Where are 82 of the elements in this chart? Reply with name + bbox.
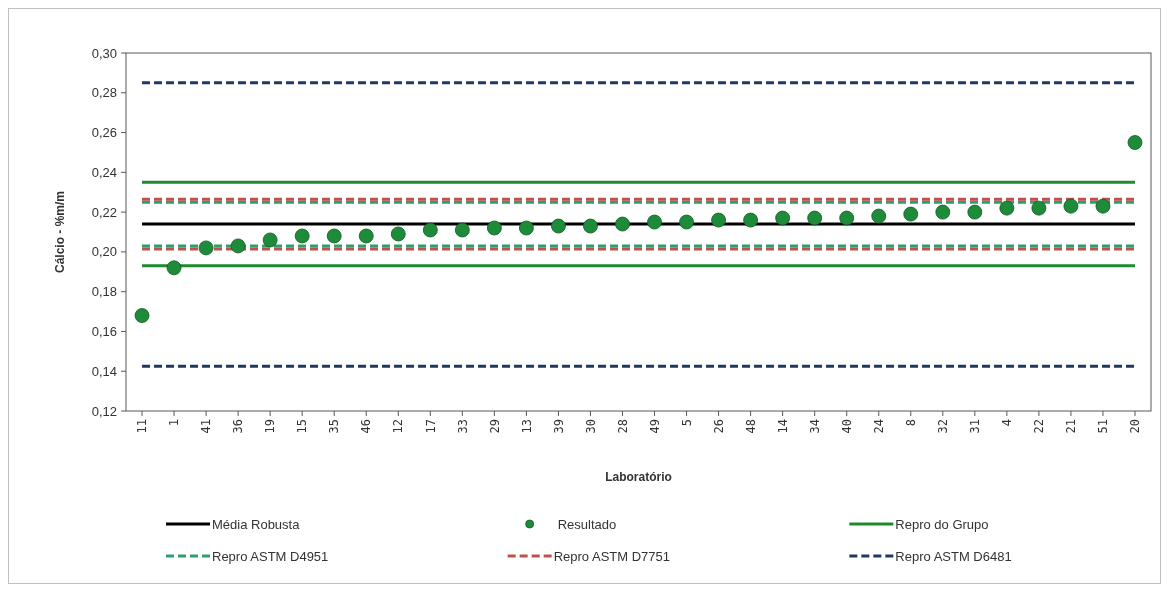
x-tick-label: 11 [135, 419, 150, 434]
point [422, 222, 438, 238]
point [486, 220, 502, 236]
x-axis-title: Laboratório [605, 470, 672, 484]
y-tick-label: 0,18 [91, 284, 117, 300]
x-tick-label: 34 [807, 419, 822, 434]
x-tick-label: 35 [327, 419, 342, 434]
point [935, 204, 951, 220]
point [807, 210, 823, 226]
x-tick-label: 40 [839, 419, 854, 434]
x-tick-label: 26 [711, 419, 726, 434]
point [743, 212, 759, 228]
x-tick-label: 36 [231, 419, 246, 434]
point [134, 308, 150, 323]
point [358, 228, 374, 244]
point [390, 226, 406, 242]
point [454, 222, 470, 238]
y-tick-label: 0,22 [91, 204, 117, 220]
legend-label: Resultado [557, 516, 617, 532]
legend-label: Repro ASTM D4951 [212, 548, 329, 564]
x-tick-label: 8 [903, 419, 918, 427]
point [262, 232, 278, 248]
y-tick-label: 0,30 [91, 45, 117, 61]
y-tick-label: 0,20 [91, 244, 117, 260]
x-tick-label: 32 [936, 419, 950, 434]
point [1095, 198, 1111, 214]
x-tick-label: 22 [1032, 419, 1047, 434]
point [518, 220, 534, 236]
point [230, 238, 246, 254]
y-tick-label: 0,26 [91, 125, 117, 141]
x-tick-label: 1 [167, 419, 182, 427]
legend-label: Repro ASTM D7751 [553, 548, 671, 564]
x-tick-label: 5 [679, 419, 694, 427]
point [1127, 135, 1143, 150]
y-tick-label: 0,16 [91, 323, 117, 339]
point [198, 240, 214, 256]
x-tick-label: 49 [647, 419, 662, 434]
point [1063, 198, 1079, 214]
point [839, 210, 855, 226]
legend-label: Repro ASTM D6481 [895, 548, 1012, 564]
x-tick-label: 30 [583, 419, 598, 434]
x-tick-label: 31 [968, 419, 983, 434]
x-tick-label: 33 [455, 419, 470, 434]
x-tick-label: 29 [487, 419, 502, 434]
x-tick-label: 39 [551, 419, 566, 434]
x-tick-label: 19 [263, 419, 278, 434]
legend-label: Média Robusta [212, 516, 301, 532]
point [871, 208, 887, 224]
point [647, 214, 662, 230]
y-tick-label: 0,12 [91, 403, 117, 419]
y-tick-label: 0,24 [91, 164, 117, 180]
point [967, 204, 983, 220]
x-tick-label: 13 [519, 419, 534, 434]
point [679, 214, 694, 230]
point [1031, 200, 1047, 216]
x-tick-label: 20 [1128, 419, 1143, 434]
x-tick-label: 4 [1000, 419, 1015, 427]
x-tick-label: 28 [615, 419, 630, 434]
legend-label: Repro do Grupo [895, 516, 989, 532]
y-tick-label: 0,14 [91, 363, 117, 379]
x-tick-label: 15 [295, 419, 310, 434]
x-tick-label: 48 [743, 419, 758, 434]
point [583, 218, 598, 234]
point [166, 260, 182, 276]
y-tick-label: 0,28 [91, 85, 117, 101]
point [711, 212, 726, 228]
point [326, 228, 342, 244]
x-tick-label: 51 [1096, 419, 1111, 434]
y-axis-title: Cálcio - %m/m [53, 190, 67, 274]
x-tick-label: 41 [199, 419, 214, 434]
x-tick-label: 17 [423, 419, 438, 434]
x-tick-label: 46 [359, 419, 374, 434]
x-tick-label: 21 [1064, 419, 1079, 434]
x-tick-label: 24 [871, 419, 886, 434]
point [903, 206, 919, 222]
point [615, 216, 630, 232]
point [775, 210, 791, 226]
x-tick-label: 12 [391, 419, 406, 434]
x-tick-label: 14 [775, 419, 790, 434]
point [551, 218, 566, 234]
point [999, 200, 1015, 216]
point [294, 228, 310, 244]
